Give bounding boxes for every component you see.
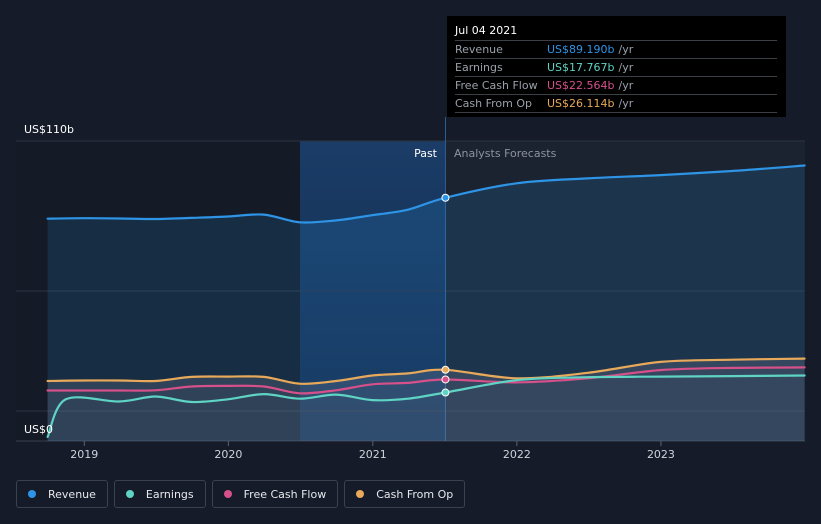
revenue-area-fill	[47, 165, 805, 441]
legend-item-earnings[interactable]: Earnings	[113, 480, 206, 508]
legend-label: Free Cash Flow	[243, 487, 327, 501]
analysts-forecasts-label: Analysts Forecasts	[454, 147, 557, 160]
free-cash-flow-dot-icon	[223, 490, 232, 498]
legend-label: Cash From Op	[376, 487, 454, 501]
y-axis-top-label: US$110b	[24, 123, 74, 136]
free-cash-flow-line	[46, 366, 806, 395]
tooltip-markers	[441, 193, 450, 397]
legend: Revenue Earnings Free Cash Flow Cash Fro…	[16, 480, 466, 508]
legend-label: Revenue	[48, 487, 96, 501]
x-tick-label: 2020	[214, 448, 242, 461]
axis-text: US$110b US$0 Past Analysts Forecasts	[24, 123, 557, 436]
tooltip-value: US$22.564b	[547, 79, 615, 92]
tooltip: Jul 04 2021 Revenue US$89.190b /yr Earni…	[447, 16, 786, 117]
free-cash-flow-marker	[441, 375, 450, 384]
gridlines	[16, 117, 805, 442]
legend-item-revenue[interactable]: Revenue	[16, 480, 108, 508]
cash-area-fill	[47, 358, 805, 441]
tooltip-unit: /yr	[618, 79, 634, 92]
tooltip-value: US$89.190b	[547, 43, 615, 56]
x-tick-label: 2019	[70, 448, 98, 461]
cash-from-op-dot-icon	[356, 490, 365, 498]
tooltip-row-cash-from-op: Cash From Op US$26.114b /yr	[455, 95, 777, 113]
earnings-line	[46, 374, 806, 438]
revenue-marker	[441, 193, 450, 202]
tooltip-row-earnings: Earnings US$17.767b /yr	[455, 59, 777, 77]
x-axis-ticks: 2019 2020 2021 2022 2023	[70, 441, 675, 461]
past-label: Past	[414, 147, 438, 160]
y-axis-bottom-label: US$0	[24, 423, 53, 436]
tooltip-unit: /yr	[618, 97, 634, 110]
revenue-dot-icon	[28, 490, 36, 498]
tooltip-row-revenue: Revenue US$89.190b /yr	[455, 41, 777, 59]
tooltip-row-free-cash-flow: Free Cash Flow US$22.564b /yr	[455, 77, 777, 95]
tooltip-unit: /yr	[618, 43, 634, 56]
earnings-marker	[441, 388, 450, 397]
chart[interactable]: US$110b US$0 Past Analysts Forecasts 201…	[0, 0, 821, 470]
revenue-line	[46, 164, 806, 224]
earnings-dot-icon	[125, 490, 134, 498]
tooltip-label: Cash From Op	[455, 97, 533, 110]
revenue-area	[47, 165, 805, 441]
series-lines	[46, 164, 806, 438]
tooltip-unit: /yr	[618, 61, 634, 74]
cash-from-op-line	[46, 357, 806, 385]
tooltip-label: Free Cash Flow	[455, 79, 538, 92]
x-tick-label: 2022	[503, 448, 531, 461]
tooltip-label: Revenue	[455, 43, 503, 56]
tooltip-value: US$17.767b	[547, 61, 615, 74]
tooltip-value: US$26.114b	[547, 97, 615, 110]
cash-from-op-marker	[441, 365, 450, 374]
tooltip-date: Jul 04 2021	[455, 22, 777, 41]
legend-label: Earnings	[145, 487, 194, 501]
x-tick-label: 2021	[359, 448, 387, 461]
legend-item-cash-from-op[interactable]: Cash From Op	[344, 480, 466, 508]
x-tick-label: 2023	[647, 448, 675, 461]
tooltip-label: Earnings	[455, 61, 503, 74]
legend-item-free-cash-flow[interactable]: Free Cash Flow	[211, 480, 339, 508]
